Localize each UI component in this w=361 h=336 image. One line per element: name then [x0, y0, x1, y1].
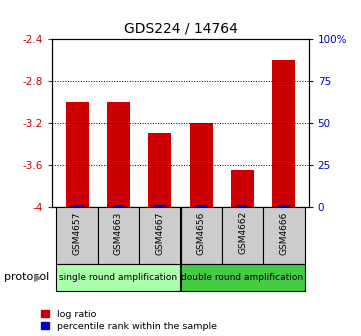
Text: GSM4663: GSM4663	[114, 211, 123, 255]
Bar	[148, 133, 171, 207]
Bar	[190, 123, 213, 207]
Text: GSM4657: GSM4657	[73, 211, 82, 255]
Text: GSM4662: GSM4662	[238, 211, 247, 254]
Bar	[107, 101, 130, 207]
Legend: log ratio, percentile rank within the sample: log ratio, percentile rank within the sa…	[41, 310, 217, 331]
Text: GDS224 / 14764: GDS224 / 14764	[123, 22, 238, 36]
Bar	[66, 101, 88, 207]
Bar	[139, 207, 180, 264]
Bar	[154, 205, 165, 207]
Bar	[278, 205, 290, 207]
Bar	[56, 264, 180, 291]
Bar	[231, 170, 254, 207]
Bar	[237, 205, 248, 207]
Text: GSM4656: GSM4656	[197, 211, 206, 255]
Bar	[113, 205, 124, 207]
Bar	[180, 207, 222, 264]
Bar	[98, 207, 139, 264]
Bar	[56, 207, 98, 264]
Text: double round amplification: double round amplification	[182, 273, 304, 282]
Bar	[180, 264, 305, 291]
Text: single round amplification: single round amplification	[60, 273, 178, 282]
Text: GSM4667: GSM4667	[155, 211, 164, 255]
Bar	[263, 207, 305, 264]
Bar	[71, 205, 83, 207]
Bar	[222, 207, 263, 264]
Text: ▶: ▶	[34, 272, 43, 282]
Text: GSM4666: GSM4666	[279, 211, 288, 255]
Bar	[273, 60, 295, 207]
Text: protocol: protocol	[4, 272, 49, 282]
Bar	[196, 205, 207, 207]
